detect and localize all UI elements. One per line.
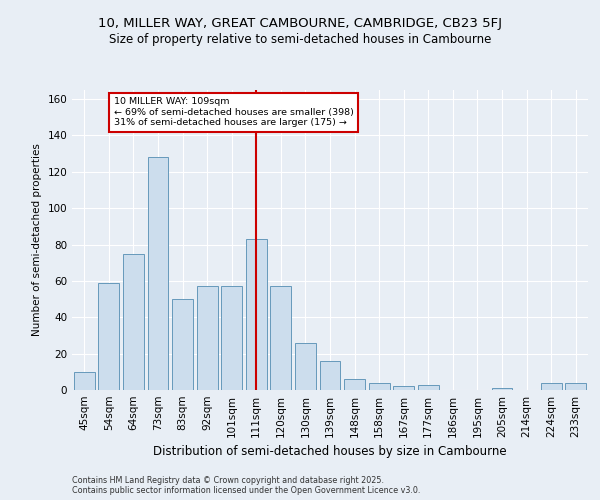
Bar (197, 286, 218, 390)
Text: 10 MILLER WAY: 109sqm
← 69% of semi-detached houses are smaller (398)
31% of sem: 10 MILLER WAY: 109sqm ← 69% of semi-deta… (114, 98, 353, 127)
Bar (221, 286, 242, 390)
Text: Size of property relative to semi-detached houses in Cambourne: Size of property relative to semi-detach… (109, 32, 491, 46)
Bar (344, 379, 365, 390)
Bar (246, 239, 267, 390)
Bar (418, 384, 439, 390)
Text: 10, MILLER WAY, GREAT CAMBOURNE, CAMBRIDGE, CB23 5FJ: 10, MILLER WAY, GREAT CAMBOURNE, CAMBRID… (98, 18, 502, 30)
Bar (320, 361, 340, 390)
Bar (393, 386, 414, 390)
Bar (123, 254, 144, 390)
Bar (368, 382, 389, 390)
Bar (148, 158, 169, 390)
Bar (271, 286, 292, 390)
Bar (74, 372, 95, 390)
Bar (491, 388, 512, 390)
Y-axis label: Number of semi-detached properties: Number of semi-detached properties (32, 144, 42, 336)
Bar (541, 382, 562, 390)
Bar (295, 342, 316, 390)
X-axis label: Distribution of semi-detached houses by size in Cambourne: Distribution of semi-detached houses by … (153, 446, 507, 458)
Bar (172, 299, 193, 390)
Bar (98, 282, 119, 390)
Bar (565, 382, 586, 390)
Text: Contains HM Land Registry data © Crown copyright and database right 2025.
Contai: Contains HM Land Registry data © Crown c… (72, 476, 421, 495)
